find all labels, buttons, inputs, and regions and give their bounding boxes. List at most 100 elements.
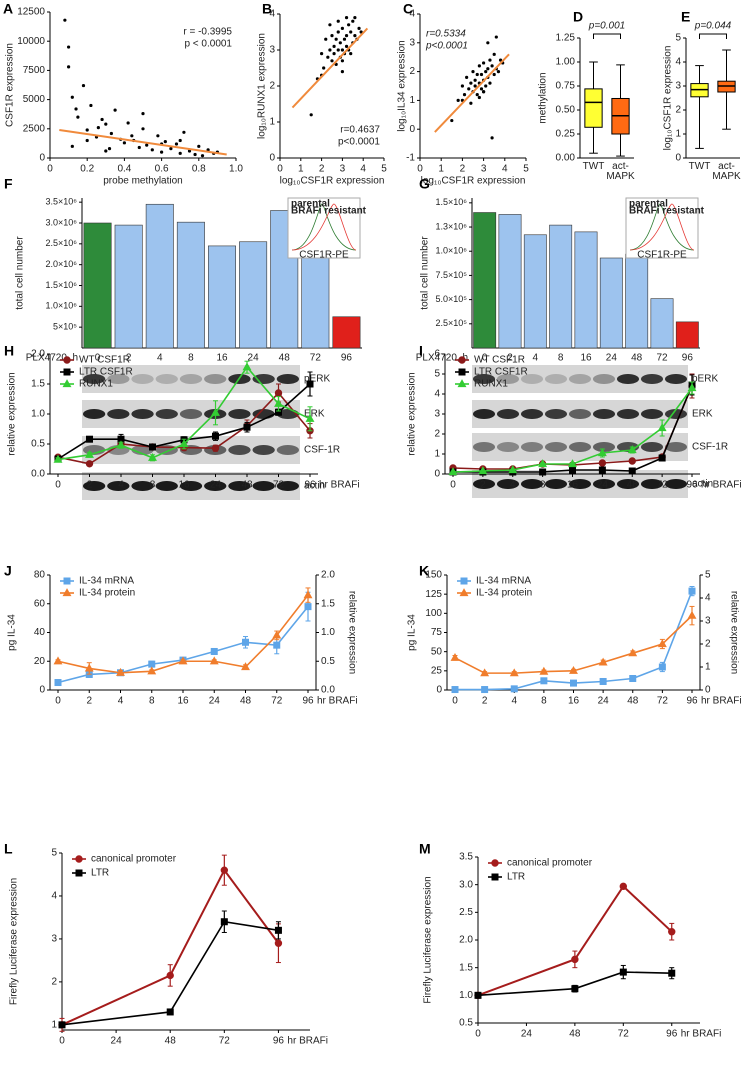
y-tick-label: 40	[34, 627, 46, 638]
point	[469, 101, 473, 105]
legend-label: WT CSF1R	[474, 355, 525, 366]
blot-band	[544, 409, 568, 419]
x-tick-label: 24	[597, 480, 609, 491]
point	[163, 140, 167, 144]
point	[450, 118, 454, 123]
blot-band	[592, 409, 616, 419]
inset-curve	[291, 203, 357, 251]
y2-tick-label: 0.5	[321, 656, 335, 667]
y-tick-label: 80	[34, 570, 46, 581]
point	[160, 150, 164, 154]
legend-label: IL-34 protein	[476, 588, 532, 599]
marker	[687, 383, 697, 392]
y-tick-label: 1	[434, 449, 440, 460]
panel-letter: L	[4, 841, 13, 857]
point	[469, 81, 473, 85]
bar	[574, 231, 598, 349]
y-tick-label: 1	[409, 95, 415, 106]
point	[141, 112, 145, 116]
point	[486, 41, 490, 45]
x-tick-label: 4	[511, 696, 517, 707]
blot-band	[544, 442, 568, 452]
y-axis-label: CSF1R expression	[5, 43, 16, 127]
y-axis-label: Firefly Luciferase expression	[9, 878, 20, 1005]
point	[74, 107, 78, 111]
x-tick-label: 1	[438, 164, 444, 175]
x-tick-label: 72	[273, 480, 285, 491]
bar	[625, 253, 649, 349]
blot-band	[496, 442, 520, 452]
series-line	[454, 615, 693, 674]
legend-marker	[457, 379, 467, 388]
bar	[83, 222, 112, 349]
x-tick-label: 72	[657, 480, 669, 491]
marker	[303, 590, 313, 599]
point	[490, 136, 494, 140]
y-tick-label: 5	[51, 848, 57, 859]
point	[332, 44, 336, 49]
marker	[571, 955, 579, 964]
y-tick-label: 10000	[17, 36, 45, 47]
marker	[243, 423, 251, 431]
marker	[147, 666, 157, 675]
marker	[568, 459, 577, 468]
legend-label: RUNX1	[79, 379, 113, 390]
x-tick-label: 5	[381, 164, 387, 175]
y-tick-label: 2	[269, 81, 275, 92]
inset-legend: BRAFi resistant	[291, 206, 367, 217]
x-axis-label: probe methylation	[103, 176, 183, 187]
marker	[688, 587, 696, 595]
blot-band	[276, 445, 300, 455]
point	[322, 66, 326, 70]
blot-band	[592, 374, 616, 384]
y-tick-label: 1.5	[459, 962, 473, 973]
inset-curve	[629, 203, 695, 251]
y-tick-label: 2	[675, 105, 681, 116]
point	[353, 16, 357, 20]
y-tick-label: 3	[434, 409, 440, 420]
y-axis-label: total cell number	[15, 236, 26, 310]
x-tick-label: 16	[178, 480, 190, 491]
marker	[210, 647, 218, 655]
marker	[242, 362, 252, 371]
y-tick-label: 3.0×10⁶	[46, 217, 78, 227]
marker	[116, 667, 125, 676]
marker	[242, 638, 249, 646]
x-tick-label: 96	[304, 480, 316, 491]
blot-band	[131, 374, 154, 384]
point	[496, 70, 501, 74]
inset-legend: BRAFi resistant	[629, 206, 705, 217]
point	[336, 19, 340, 23]
marker	[451, 686, 459, 694]
bar	[301, 253, 330, 349]
panel-letter: G	[419, 176, 430, 192]
x-tick-label: 0	[475, 1029, 481, 1040]
point	[150, 148, 154, 152]
x-tick-label: 72	[310, 353, 322, 364]
marker	[569, 666, 578, 674]
x-tick-label: 0	[450, 480, 456, 491]
point	[338, 41, 342, 45]
x-tick-label: 0	[452, 696, 458, 707]
x-tick-label: 24	[521, 1029, 533, 1040]
point	[178, 151, 182, 155]
y-tick-label: 2.0	[459, 935, 473, 946]
marker	[571, 985, 579, 993]
blot-band	[82, 409, 106, 419]
point	[137, 145, 141, 150]
point	[492, 72, 496, 77]
point	[498, 58, 503, 62]
blot-band	[252, 481, 275, 491]
series-line	[455, 590, 693, 691]
bar	[176, 221, 205, 349]
y2-tick-label: 2	[705, 639, 711, 650]
x-tick-label: 96	[666, 1029, 678, 1040]
x-tick-label: 24	[210, 480, 222, 491]
blot-band	[520, 409, 544, 419]
point	[465, 75, 469, 79]
x-tick-label: 72	[618, 1029, 630, 1040]
marker	[116, 440, 126, 449]
y-tick-label: 0.75	[556, 81, 576, 92]
x-axis-label: PLX4720, h	[26, 353, 78, 364]
point	[482, 61, 486, 65]
